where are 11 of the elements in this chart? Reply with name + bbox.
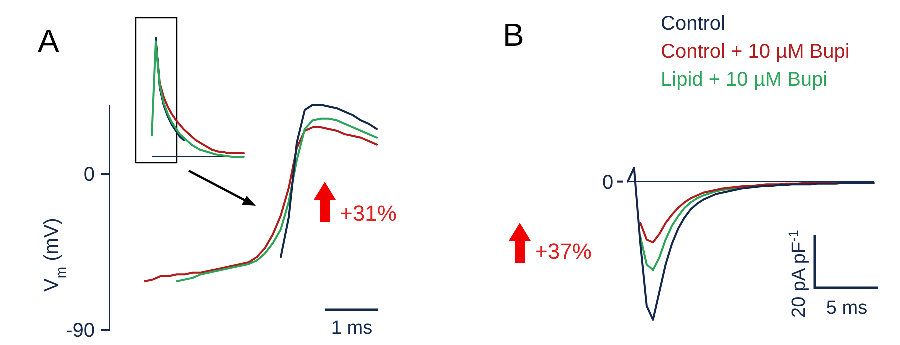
annotation: 1 ms <box>331 318 373 339</box>
annotation: 5 ms <box>826 298 868 319</box>
text: Control <box>661 13 726 35</box>
chart-title: B <box>503 17 524 53</box>
text: 0 <box>602 172 614 194</box>
text: Control + 10 µM Bupi <box>661 41 850 63</box>
y-tick-label: -90 <box>66 320 95 342</box>
annotation: +31% <box>340 201 397 226</box>
chart-title: A <box>38 23 60 59</box>
text: Lipid + 10 µM Bupi <box>661 69 828 91</box>
text: +37% <box>535 239 592 264</box>
